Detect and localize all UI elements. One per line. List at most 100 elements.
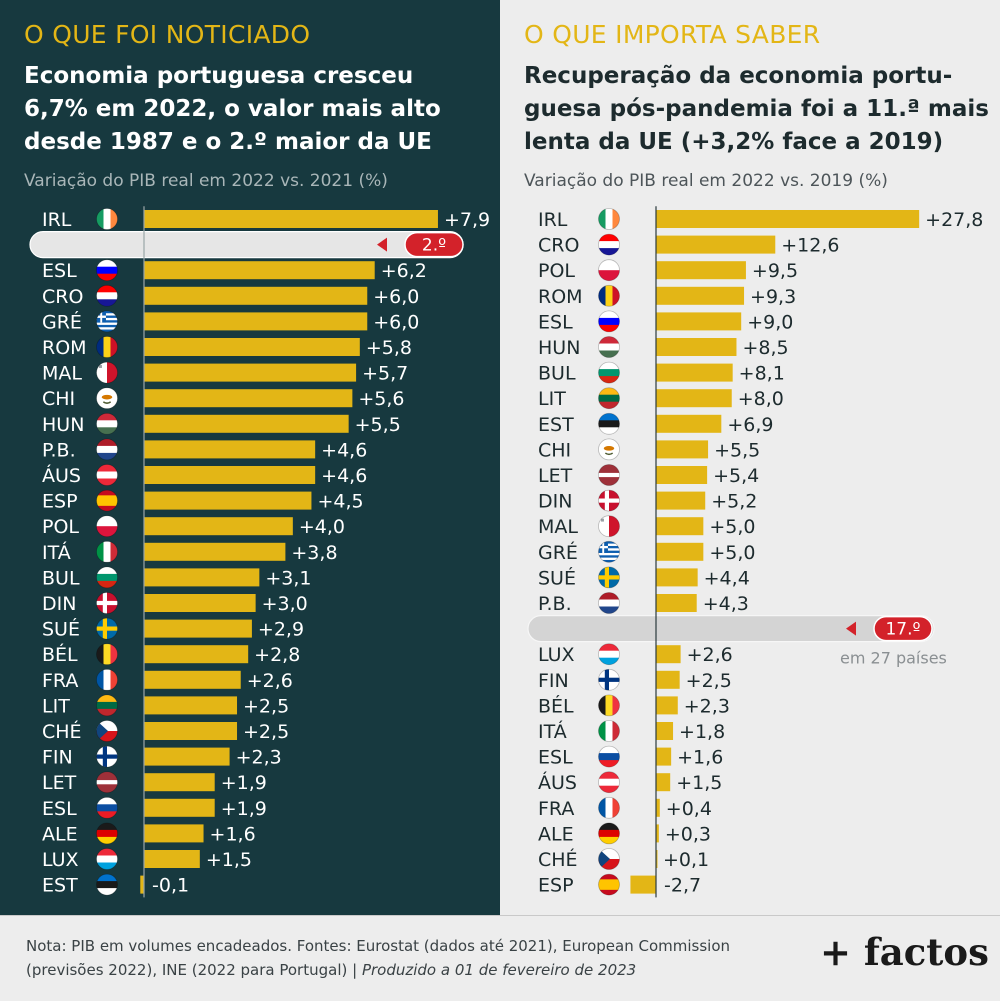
right-value-label: +8,1 bbox=[739, 363, 785, 385]
left-country-label: CRO bbox=[42, 286, 83, 308]
left-country-label: ROM bbox=[42, 337, 87, 359]
left-country-label: BUL bbox=[42, 567, 80, 589]
footer: Nota: PIB em volumes encadeados. Fontes:… bbox=[0, 915, 1000, 1001]
right-value-label: +0,3 bbox=[665, 823, 711, 845]
left-bar bbox=[144, 747, 230, 766]
right-rank-badge-text: 17.º bbox=[885, 620, 920, 640]
right-country-label: LUX bbox=[538, 644, 575, 666]
right-rank-badge bbox=[873, 615, 933, 642]
left-country-label: CHI bbox=[42, 388, 75, 410]
left-flag-icon bbox=[96, 489, 118, 512]
right-bar bbox=[656, 722, 674, 740]
right-bar bbox=[656, 568, 698, 587]
right-country-label: ITÁ bbox=[538, 720, 567, 743]
right-value-label: +1,6 bbox=[677, 747, 723, 769]
left-value-label: +4,0 bbox=[299, 516, 345, 538]
left-flag-icon bbox=[96, 438, 118, 461]
right-value-label: +5,4 bbox=[713, 465, 759, 487]
right-flag-icon bbox=[598, 259, 620, 282]
right-value-label: -2,7 bbox=[664, 875, 701, 897]
left-country-label: MAL bbox=[42, 363, 82, 385]
right-country-label: LET bbox=[538, 465, 573, 487]
right-country-label: HUN bbox=[538, 337, 580, 359]
right-value-label: +6,9 bbox=[727, 414, 773, 436]
left-bar bbox=[144, 312, 368, 331]
right-value-label: +4,3 bbox=[703, 593, 749, 615]
right-value-label: +0,4 bbox=[666, 798, 712, 820]
left-bar-chart: IRL+7,9POR+6,7ESL+6,2CRO+6,0GRÉ+6,0ROM+5… bbox=[29, 206, 490, 898]
left-flag-icon bbox=[96, 592, 118, 614]
right-flag-icon bbox=[598, 643, 620, 666]
left-value-label: +4,6 bbox=[321, 465, 367, 487]
right-value-label: +2,6 bbox=[687, 644, 733, 666]
left-value-label: +2,5 bbox=[243, 721, 289, 743]
left-value-label: +4,6 bbox=[321, 439, 367, 461]
right-flag-icon bbox=[598, 796, 620, 819]
left-flag-icon bbox=[96, 310, 118, 333]
right-flag-icon bbox=[598, 566, 620, 589]
right-bar bbox=[656, 696, 678, 715]
right-flag-icon bbox=[598, 464, 620, 486]
right-bar bbox=[656, 824, 659, 843]
left-flag-icon bbox=[96, 464, 118, 486]
right-value-label: +8,0 bbox=[738, 388, 784, 410]
left-country-label: P.B. bbox=[42, 439, 76, 461]
credit-text: Produzido a 01 de fevereiro de 2023 bbox=[361, 961, 637, 979]
right-value-label: +5,0 bbox=[709, 542, 755, 564]
left-country-label: ALE bbox=[42, 823, 78, 845]
right-country-label: CHI bbox=[538, 439, 571, 461]
left-bar bbox=[144, 338, 360, 356]
right-bar bbox=[656, 338, 737, 356]
right-country-label: DIN bbox=[538, 491, 572, 513]
left-country-label: DIN bbox=[42, 593, 76, 615]
left-panel: O QUE FOI NOTICIADO Economia portuguesa … bbox=[0, 0, 500, 915]
right-flag-icon bbox=[598, 694, 620, 717]
right-flag-icon bbox=[598, 489, 620, 512]
right-rank-note: em 27 países bbox=[840, 649, 947, 668]
right-flag-icon bbox=[598, 438, 620, 461]
left-bar bbox=[144, 824, 204, 843]
right-bar bbox=[656, 747, 672, 766]
left-highlight-band bbox=[29, 231, 464, 259]
right-country-label: EST bbox=[538, 414, 574, 436]
right-country-label: ESL bbox=[538, 747, 573, 769]
left-flag-icon bbox=[96, 668, 118, 691]
left-flag-icon bbox=[96, 694, 118, 717]
left-bar bbox=[144, 466, 316, 484]
left-flag-icon bbox=[96, 387, 118, 410]
left-flag-icon bbox=[96, 745, 118, 768]
left-bar bbox=[144, 517, 293, 536]
right-bar bbox=[656, 440, 709, 459]
right-bar bbox=[656, 670, 680, 689]
right-bar bbox=[656, 312, 742, 331]
right-kicker: O QUE IMPORTA SABER bbox=[524, 20, 821, 49]
left-value-label: +3,1 bbox=[265, 567, 311, 589]
left-flag-icon bbox=[96, 822, 118, 845]
left-bar bbox=[140, 875, 144, 894]
right-country-label: ALE bbox=[538, 823, 574, 845]
right-value-label: +5,5 bbox=[714, 439, 760, 461]
right-bar bbox=[656, 491, 706, 510]
right-country-label: IRL bbox=[538, 209, 568, 231]
left-country-label: ESL bbox=[42, 798, 77, 820]
left-country-label: IRL bbox=[42, 209, 72, 231]
right-bar bbox=[656, 850, 658, 868]
left-bar bbox=[144, 568, 260, 587]
right-country-label: CHÉ bbox=[538, 848, 578, 871]
left-bar bbox=[144, 389, 353, 408]
right-value-label: +1,8 bbox=[679, 721, 725, 743]
left-value-label: +2,3 bbox=[236, 747, 282, 769]
left-value-label: +6,2 bbox=[381, 260, 427, 282]
right-value-label: +4,4 bbox=[704, 567, 750, 589]
right-title: Recuperação da economia portu- guesa pós… bbox=[524, 63, 989, 155]
right-bar bbox=[656, 466, 708, 484]
left-country-label: LIT bbox=[42, 695, 70, 717]
right-value-label: +2,3 bbox=[684, 695, 730, 717]
right-bar bbox=[656, 286, 745, 305]
left-bar bbox=[144, 440, 316, 459]
right-country-label: SUÉ bbox=[538, 566, 576, 589]
left-value-label: +3,8 bbox=[291, 542, 337, 564]
right-value-label: +1,5 bbox=[676, 772, 722, 794]
right-flag-icon bbox=[598, 233, 620, 256]
left-country-label: BÉL bbox=[42, 643, 78, 666]
